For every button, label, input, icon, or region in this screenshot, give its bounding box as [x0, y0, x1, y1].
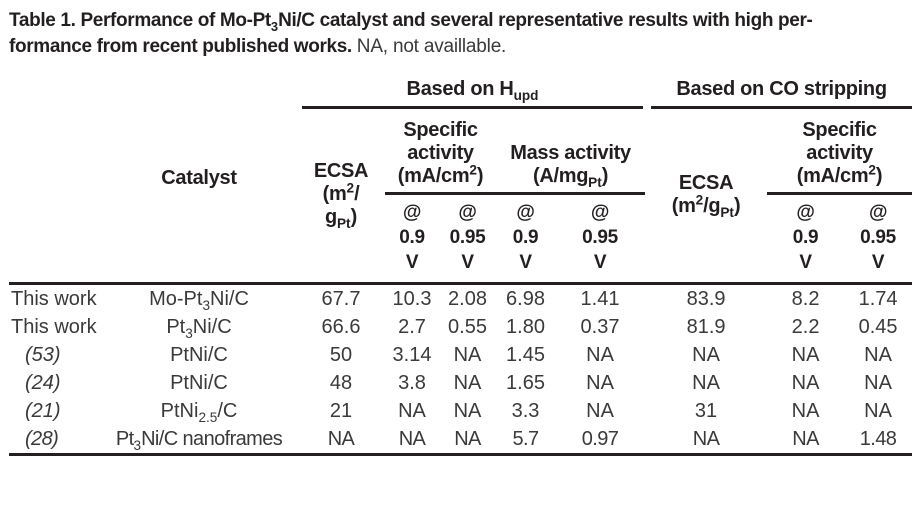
cell-value: NA	[586, 372, 614, 394]
cell-value: 5.7	[496, 425, 555, 456]
cell-catalyst: Pt3Ni/C	[166, 316, 232, 341]
cell-value: 66.6	[321, 316, 361, 338]
cell-value: 48	[329, 372, 353, 394]
table-row: (53) PtNi/C 50 3.14 NA 1.45 NA NA NA NA	[9, 341, 912, 369]
cell-source: This work	[11, 288, 97, 310]
cell-value: 1.48	[844, 425, 913, 456]
table-caption: Table 1. Performance of Mo-Pt3Ni/C catal…	[9, 8, 912, 60]
header-group-hupd-label: Based on Hupd	[302, 75, 644, 109]
cell-value: 0.37	[580, 316, 620, 338]
header-specific-activity-co: Specific activity (mA/cm2)	[767, 109, 913, 195]
cell-value: NA	[864, 344, 892, 366]
header-ecsa-co: ECSA (m2/gPt)	[645, 109, 768, 285]
performance-table: Catalyst Based on Hupd Based on CO strip…	[9, 75, 913, 456]
cell-value: 1.45	[506, 344, 545, 366]
cell-value: NA	[767, 425, 845, 456]
header-blank-cell	[9, 75, 101, 285]
cell-value: NA	[864, 400, 892, 422]
cell-source-reference: (28)	[9, 425, 101, 456]
table-body: This work Mo-Pt3Ni/C 67.7 10.3 2.08 6.98…	[9, 284, 913, 456]
cell-value: 31	[694, 400, 718, 422]
header-at-0-95v-sa-co: @0.95 V	[844, 193, 913, 285]
cell-value: 21	[329, 400, 353, 422]
cell-value: 83.9	[686, 288, 726, 310]
cell-value: 0.97	[555, 425, 646, 456]
cell-value: 67.7	[321, 288, 361, 310]
cell-value: 50	[329, 344, 353, 366]
cell-catalyst: PtNi/C	[170, 372, 228, 394]
header-at-0-95v-ma: @0.95 V	[555, 193, 646, 285]
cell-value: NA	[439, 425, 496, 456]
cell-value: 3.14	[392, 344, 432, 366]
page: Table 1. Performance of Mo-Pt3Ni/C catal…	[9, 8, 913, 456]
table-row: (28) Pt3Ni/C nanoframes NA NA NA 5.7 0.9…	[9, 425, 913, 456]
cell-value: NA	[453, 400, 482, 422]
cell-value: 0.45	[858, 316, 898, 338]
cell-value: NA	[864, 372, 892, 394]
cell-source-reference: (53)	[25, 344, 61, 366]
cell-value: 6.98	[506, 288, 545, 310]
header-specific-activity-hupd: Specific activity (mA/cm2)	[385, 109, 496, 195]
table-row: (24) PtNi/C 48 3.8 NA 1.65 NA NA NA NA	[9, 369, 912, 397]
cell-value: 1.65	[506, 372, 545, 394]
cell-value: NA	[791, 372, 820, 394]
cell-catalyst: Pt3Ni/C nanoframes	[101, 425, 297, 456]
header-at-0-9v-ma: @0.9 V	[496, 193, 555, 285]
header-at-0-9v-sa-hupd: @0.9 V	[385, 193, 439, 285]
cell-value: NA	[791, 400, 820, 422]
cell-value: NA	[586, 344, 614, 366]
cell-value: 81.9	[686, 316, 726, 338]
cell-value: 10.3	[392, 288, 432, 310]
header-potential-row: @0.9 V @0.95 V @0.9 V @0.95 V @0.9 V @0.95 V	[9, 193, 913, 285]
cell-value: 3.3	[511, 400, 540, 422]
header-group-row: Catalyst Based on Hupd Based on CO strip…	[9, 75, 913, 285]
cell-value: 2.2	[791, 316, 820, 338]
table-row: This work Pt3Ni/C 66.6 2.7 0.55 1.80 0.3…	[9, 313, 912, 341]
cell-catalyst: PtNi/C	[170, 344, 228, 366]
cell-value: NA	[692, 344, 720, 366]
table-header: Catalyst Based on Hupd Based on CO strip…	[9, 75, 913, 285]
header-mass-activity: Mass activity (A/mgPt)	[496, 109, 646, 195]
header-at-0-95v-sa-hupd: @0.95 V	[439, 193, 496, 285]
cell-value: 0.55	[448, 316, 487, 338]
cell-value: NA	[297, 425, 385, 456]
header-at-0-9v-sa-co: @0.9 V	[767, 193, 845, 285]
header-group-co-stripping: Based on CO stripping	[645, 75, 913, 109]
header-group-co-stripping-label: Based on CO stripping	[651, 75, 913, 109]
header-catalyst: Catalyst	[101, 75, 297, 285]
cell-source-reference: (24)	[25, 372, 61, 394]
header-ecsa-hupd: ECSA (m2/gPt)	[297, 109, 385, 285]
cell-value: 1.80	[506, 316, 545, 338]
table-row: This work Mo-Pt3Ni/C 67.7 10.3 2.08 6.98…	[9, 284, 912, 314]
cell-value: NA	[692, 372, 720, 394]
cell-value: NA	[586, 400, 614, 422]
cell-value: 8.2	[791, 288, 820, 310]
cell-value: 3.8	[398, 372, 426, 394]
cell-value: NA	[398, 400, 426, 422]
header-group-hupd: Based on Hupd	[297, 75, 645, 109]
cell-source: This work	[11, 316, 97, 338]
cell-value: NA	[385, 425, 439, 456]
cell-source-reference: (21)	[25, 400, 61, 422]
header-unit-row: ECSA (m2/gPt) Specific activity (mA/cm2) Ma…	[9, 109, 913, 285]
cell-value: NA	[645, 425, 768, 456]
cell-catalyst: PtNi2.5/C	[160, 400, 238, 425]
cell-catalyst: Mo-Pt3Ni/C	[149, 288, 249, 313]
cell-value: 2.08	[448, 288, 487, 310]
cell-value: 2.7	[398, 316, 426, 338]
cell-value: NA	[453, 372, 482, 394]
table-row: (21) PtNi2.5/C 21 NA NA 3.3 NA 31 NA NA	[9, 397, 912, 425]
cell-value: NA	[791, 344, 820, 366]
cell-value: 1.74	[858, 288, 898, 310]
caption-note: NA, not availlable.	[356, 36, 507, 57]
cell-value: 1.41	[580, 288, 620, 310]
caption-title: Table 1. Performance of Mo-Pt3Ni/C catal…	[9, 10, 813, 57]
cell-value: NA	[453, 344, 482, 366]
